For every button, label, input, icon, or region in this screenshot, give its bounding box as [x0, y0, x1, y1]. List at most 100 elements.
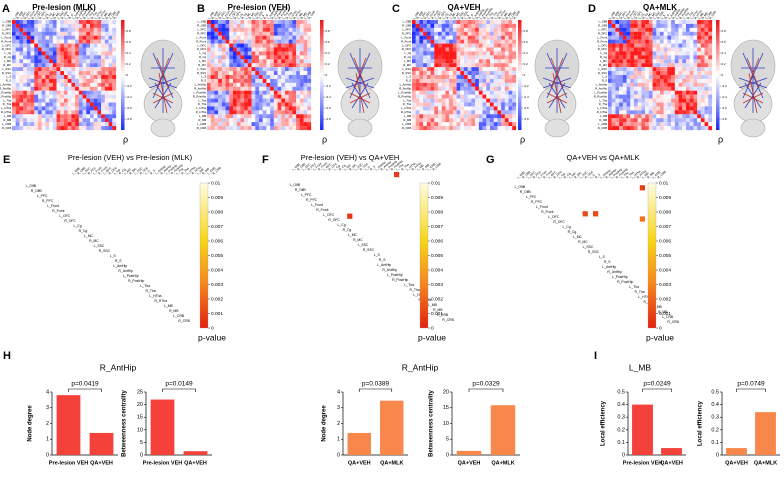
heatmap-cell — [504, 82, 509, 87]
heatmap-cell — [460, 59, 465, 64]
heatmap-cell — [214, 23, 219, 28]
heatmap-cell — [467, 31, 472, 36]
heatmap-cell — [49, 126, 53, 131]
heatmap-cell — [434, 82, 439, 87]
heatmap-cell — [273, 35, 278, 40]
heatmap-cell — [493, 75, 498, 80]
heatmap-cell — [210, 110, 215, 115]
heatmap-cell — [210, 90, 215, 95]
heatmap-cell — [674, 98, 679, 103]
heatmap-cell — [426, 55, 431, 60]
heatmap-cell — [460, 39, 465, 44]
heatmap-cell — [645, 27, 649, 32]
heatmap-cell — [482, 126, 487, 131]
heatmap-cell — [671, 106, 675, 111]
heatmap-cell — [486, 39, 491, 44]
heatmap-cell — [60, 98, 65, 103]
heatmap-cell — [90, 67, 94, 72]
heatmap-cell — [221, 55, 226, 60]
heatmap-cell — [478, 35, 483, 40]
heatmap-cell — [700, 78, 705, 83]
heatmap-cell — [90, 126, 94, 131]
heatmap-cell — [486, 114, 491, 119]
heatmap-cell — [486, 23, 491, 28]
heatmap-cell — [660, 86, 664, 91]
heatmap-cell — [648, 47, 653, 52]
heatmap-cell — [75, 82, 79, 87]
heatmap-cell — [482, 71, 487, 76]
column-label: L_PostHip — [79, 7, 90, 20]
heatmap-cell — [67, 55, 72, 60]
heatmap-cell — [678, 106, 683, 111]
heatmap-cell — [78, 51, 83, 56]
heatmap-cell — [93, 47, 98, 52]
heatmap-cell — [251, 75, 256, 80]
column-label: R_OlfB — [612, 10, 621, 20]
heatmap-cell — [56, 47, 61, 52]
heatmap-cell — [34, 51, 39, 56]
heatmap-cell — [452, 98, 457, 103]
heatmap-cell — [663, 39, 668, 44]
column-label: R_Cg — [445, 11, 453, 20]
heatmap-cell — [667, 90, 672, 95]
heatmap-cell — [615, 82, 620, 87]
heatmap-cell — [104, 118, 109, 123]
heatmap-cell — [415, 114, 420, 119]
heatmap-cell — [303, 20, 308, 25]
heatmap-cell — [229, 67, 234, 72]
heatmap-cell — [512, 27, 517, 32]
heatmap-cell — [708, 63, 713, 68]
heatmap-cell — [475, 102, 479, 107]
heatmap-cell — [67, 82, 72, 87]
heatmap-cell — [663, 75, 668, 80]
heatmap-cell — [93, 20, 98, 25]
heatmap-cell — [266, 102, 271, 107]
heatmap-cell — [251, 47, 256, 52]
heatmap-cell — [52, 102, 57, 107]
heatmap-cell — [482, 55, 487, 60]
p-value-annotation: p=0.0419 — [71, 381, 99, 388]
heatmap-cell — [504, 23, 509, 28]
heatmap-cell — [419, 126, 424, 131]
heatmap-cell — [277, 86, 282, 91]
heatmap-cell — [112, 98, 117, 103]
heatmap-cell — [82, 102, 87, 107]
column-label: L_CRB — [109, 10, 118, 20]
heatmap-cell — [704, 27, 709, 32]
heatmap-cell — [270, 98, 274, 103]
heatmap-cell — [608, 98, 612, 103]
heatmap-cell — [273, 23, 278, 28]
heatmap-cell — [475, 98, 479, 103]
heatmap-cell — [86, 23, 91, 28]
heatmap-cell — [697, 90, 701, 95]
heatmap-cell — [704, 39, 709, 44]
heatmap-cell — [434, 75, 439, 80]
heatmap-cell — [501, 43, 505, 48]
heatmap-cell — [663, 31, 668, 36]
heatmap-cell — [207, 47, 211, 52]
heatmap-cell — [700, 67, 705, 72]
heatmap-cell — [296, 114, 300, 119]
heatmap-cell — [52, 67, 57, 72]
heatmap-cell — [86, 27, 91, 32]
heatmap-cell — [456, 98, 461, 103]
heatmap-cell — [641, 114, 646, 119]
heatmap-cell — [482, 67, 487, 72]
heatmap-cell — [700, 20, 705, 25]
heatmap-cell — [674, 110, 679, 115]
heatmap-cell — [663, 118, 668, 123]
heatmap-cell — [611, 102, 616, 107]
heatmap-cell — [486, 122, 491, 127]
heatmap-cell — [700, 82, 705, 87]
heatmap-cell — [221, 106, 226, 111]
heatmap-cell — [41, 114, 46, 119]
heatmap-cell — [423, 51, 427, 56]
colorbar — [647, 182, 657, 329]
heatmap-cell — [296, 43, 300, 48]
heatmap-cell — [236, 43, 241, 48]
heatmap-cell — [611, 122, 616, 127]
heatmap-cell — [12, 63, 16, 68]
heatmap-cell — [504, 43, 509, 48]
heatmap-cell — [460, 122, 465, 127]
heatmap-cell — [233, 43, 237, 48]
